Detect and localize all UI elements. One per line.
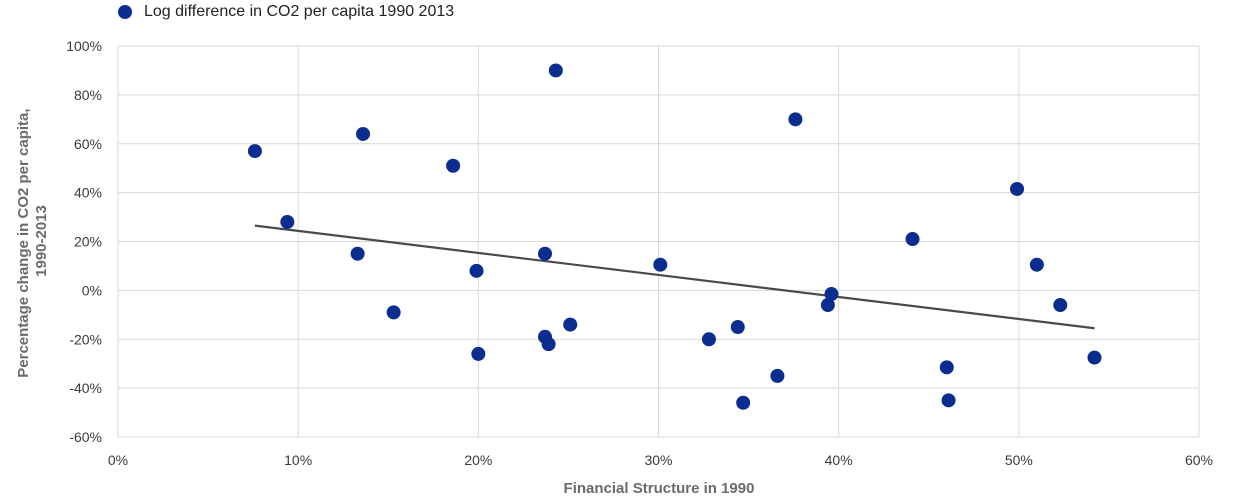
legend-label: Log difference in CO2 per capita 1990 20…: [144, 3, 455, 20]
data-point: [730, 320, 745, 335]
data-point: [788, 112, 803, 127]
y-tick-label: -20%: [69, 331, 102, 347]
data-point: [386, 305, 401, 320]
y-tick-label: -40%: [69, 380, 102, 396]
x-axis-title: Financial Structure in 1990: [564, 480, 755, 497]
data-point: [446, 158, 461, 173]
x-tick-label: 0%: [108, 452, 128, 468]
x-tick-label: 30%: [644, 452, 672, 468]
data-point: [471, 346, 486, 361]
data-point: [1087, 350, 1102, 365]
data-point: [941, 393, 956, 408]
data-point: [736, 395, 751, 410]
y-tick-label: 60%: [74, 136, 102, 152]
data-point: [653, 257, 668, 272]
data-point: [701, 332, 716, 347]
data-point: [350, 246, 365, 261]
data-point: [280, 214, 295, 229]
data-point: [537, 246, 552, 261]
data-point: [905, 232, 920, 247]
data-point: [356, 126, 371, 141]
tick-labels: 0% 10% 20% 30% 40% 50% 60% -60% -40% -20% 0% 20% 40%…: [66, 38, 1213, 468]
y-tick-label: 20%: [74, 234, 102, 250]
x-tick-label: 20%: [464, 452, 492, 468]
data-point: [824, 287, 839, 302]
y-tick-label: 40%: [74, 185, 102, 201]
data-point: [1029, 257, 1044, 272]
legend-marker-icon: [118, 5, 132, 19]
data-point: [820, 298, 835, 313]
trendline: [254, 224, 1095, 330]
data-point: [247, 144, 262, 159]
data-point: [939, 360, 954, 375]
data-point: [469, 263, 484, 278]
data-point: [541, 337, 556, 352]
y-tick-label: 100%: [66, 38, 102, 54]
x-tick-label: 60%: [1185, 452, 1213, 468]
data-point: [1010, 181, 1025, 196]
y-tick-label: 0%: [82, 282, 102, 298]
gridlines: [117, 45, 1200, 438]
data-point: [548, 63, 563, 78]
data-point: [563, 317, 578, 332]
data-points: [247, 63, 1102, 410]
y-axis-title: Percentage change in CO2 per capita, 199…: [15, 104, 50, 377]
x-tick-label: 10%: [284, 452, 312, 468]
x-tick-label: 40%: [825, 452, 853, 468]
y-axis-title-line-2: 1990-2013: [33, 205, 50, 277]
legend: Log difference in CO2 per capita 1990 20…: [118, 2, 454, 22]
trendline-group: [254, 224, 1095, 330]
y-tick-label: 80%: [74, 87, 102, 103]
x-tick-label: 50%: [1005, 452, 1033, 468]
data-point: [770, 368, 785, 383]
y-tick-label: -60%: [69, 429, 102, 445]
data-point: [1053, 298, 1068, 313]
y-axis-title-line-1: Percentage change in CO2 per capita,: [15, 108, 32, 377]
